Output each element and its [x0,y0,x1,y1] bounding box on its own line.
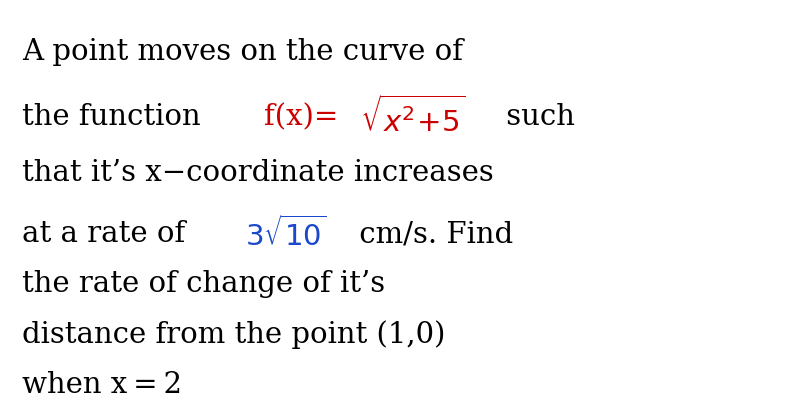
Text: f(x)=: f(x)= [265,103,338,131]
Text: the function: the function [22,103,210,131]
Text: such: such [497,103,575,131]
Text: A point moves on the curve of: A point moves on the curve of [22,38,463,66]
Text: the rate of change of it’s: the rate of change of it’s [22,270,385,298]
Text: $\sqrt{x^2\!+\!5}$: $\sqrt{x^2\!+\!5}$ [360,96,466,138]
Text: that it’s x−coordinate increases: that it’s x−coordinate increases [22,160,494,187]
Text: when x = 2: when x = 2 [22,371,182,398]
Text: $3\sqrt{10}$: $3\sqrt{10}$ [245,216,326,252]
Text: cm/s. Find: cm/s. Find [350,220,514,248]
Text: distance from the point (1,0): distance from the point (1,0) [22,320,446,349]
Text: at a rate of: at a rate of [22,220,194,248]
